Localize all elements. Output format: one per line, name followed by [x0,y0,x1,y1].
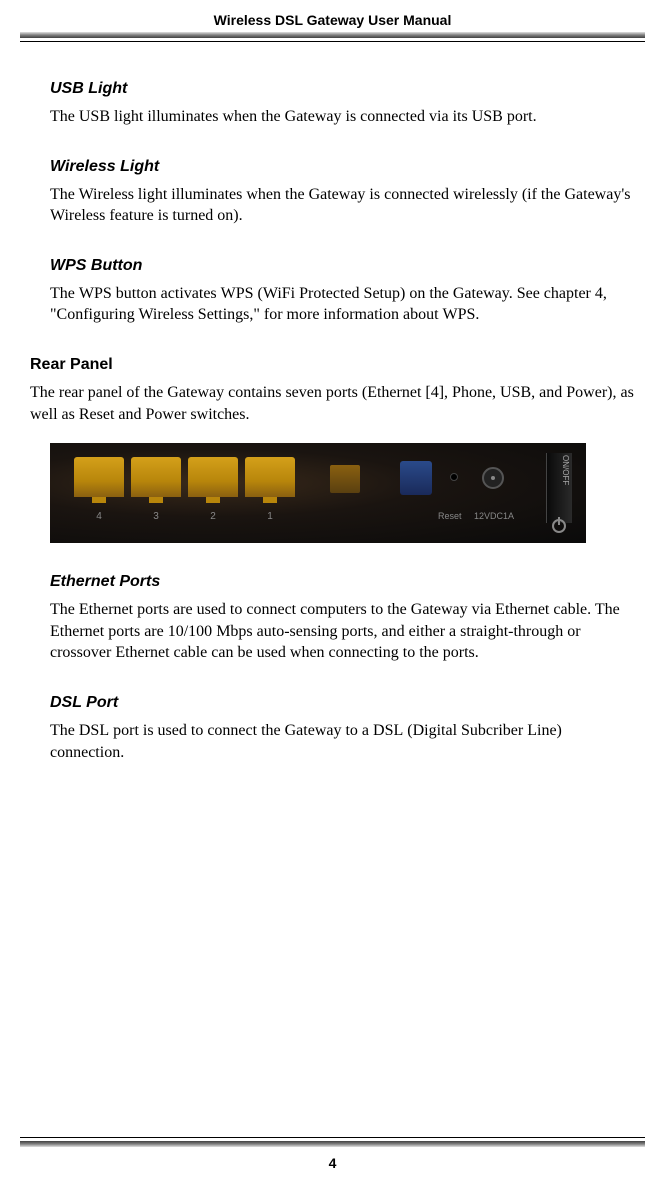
section-usb-light: USB Light The USB light illuminates when… [50,80,635,128]
usb-light-title: USB Light [50,80,635,98]
ethernet-port-1 [245,457,295,497]
header-rule-line [20,41,645,42]
page-header: Wireless DSL Gateway User Manual [0,0,665,50]
section-wireless-light: Wireless Light The Wireless light illumi… [50,158,635,227]
header-rule-gradient [20,32,645,38]
ethernet-labels: 4 3 2 1 [74,511,295,522]
section-ethernet-ports: Ethernet Ports The Ethernet ports are us… [50,573,635,664]
ethernet-port-2 [188,457,238,497]
page-content: USB Light The USB light illuminates when… [0,50,665,763]
ethernet-port-3 [131,457,181,497]
rear-panel-title: Rear Panel [30,356,635,374]
dsl-port-title: DSL Port [50,694,635,712]
section-wps-button: WPS Button The WPS button activates WPS … [50,257,635,326]
wps-button-text: The WPS button activates WPS (WiFi Prote… [50,283,635,326]
eth-label-2: 2 [188,511,238,522]
onoff-switch-icon: ON/OFF [546,453,572,523]
eth-label-4: 4 [74,511,124,522]
ethernet-ports-text: The Ethernet ports are used to connect c… [50,599,635,664]
usb-light-text: The USB light illuminates when the Gatew… [50,106,635,128]
rear-panel-intro: The rear panel of the Gateway contains s… [30,382,635,425]
header-title: Wireless DSL Gateway User Manual [0,12,665,28]
ethernet-port-4 [74,457,124,497]
onoff-label: ON/OFF [561,455,570,485]
dsl-port-text: The DSL port is used to connect the Gate… [50,720,635,763]
page-footer: 4 [20,1137,645,1171]
power-label: 12VDC1A [474,511,514,521]
rear-panel-figure: 4 3 2 1 Reset 12VDC1A ON/OFF [50,443,586,543]
eth-label-1: 1 [245,511,295,522]
wps-button-title: WPS Button [50,257,635,275]
footer-rule-line [20,1137,645,1138]
power-jack-icon [482,467,504,489]
ethernet-ports-group [74,457,295,497]
eth-label-3: 3 [131,511,181,522]
reset-label: Reset [438,511,462,521]
section-rear-panel: Rear Panel The rear panel of the Gateway… [30,356,635,543]
footer-rule-gradient [20,1141,645,1147]
section-dsl-port: DSL Port The DSL port is used to connect… [50,694,635,763]
wireless-light-title: Wireless Light [50,158,635,176]
ethernet-ports-title: Ethernet Ports [50,573,635,591]
page-number: 4 [20,1155,645,1171]
usb-port-icon [400,461,432,495]
dsl-port-icon [330,465,360,493]
wireless-light-text: The Wireless light illuminates when the … [50,184,635,227]
